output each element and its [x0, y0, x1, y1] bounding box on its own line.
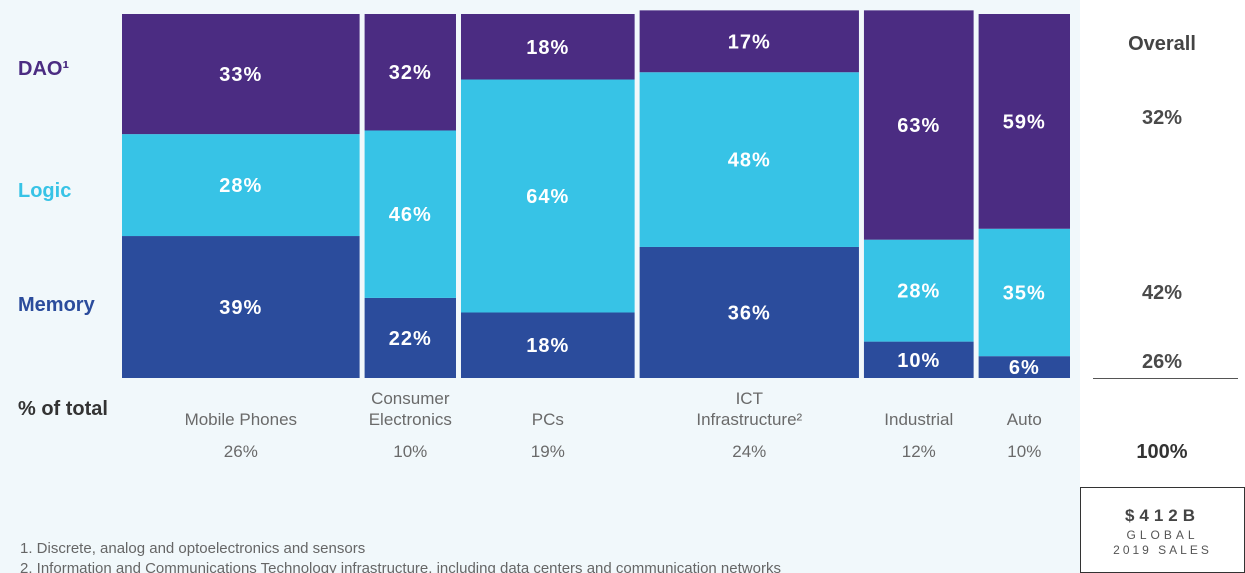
- value-label: 36%: [728, 302, 771, 324]
- category-label: PCs: [531, 410, 564, 429]
- value-label: 59%: [1003, 111, 1046, 133]
- value-label: 6%: [1009, 357, 1040, 379]
- category-label: Auto: [1006, 410, 1042, 429]
- segment: [122, 236, 360, 378]
- sales-amount: $412B: [1124, 506, 1201, 525]
- segment: [364, 14, 456, 131]
- share-label: 26%: [223, 442, 258, 461]
- segment: [639, 72, 859, 247]
- segment: [978, 14, 1070, 229]
- segment: [863, 239, 974, 342]
- segment: [639, 246, 859, 378]
- overall-title: Overall: [1128, 33, 1196, 55]
- segment: [863, 341, 974, 378]
- legend-label: Logic: [18, 180, 72, 202]
- overall-value: 42%: [1141, 282, 1183, 304]
- legend-label: DAO¹: [18, 58, 70, 80]
- value-label: 22%: [389, 328, 432, 350]
- value-label: 33%: [219, 64, 262, 86]
- segment: [364, 130, 456, 298]
- share-label: 24%: [732, 442, 767, 461]
- segment: [460, 14, 635, 80]
- segment: [460, 79, 635, 313]
- segment: [978, 228, 1070, 357]
- segment: [122, 134, 360, 237]
- sales-line: GLOBAL: [1126, 528, 1199, 542]
- share-label: 10%: [393, 442, 428, 461]
- segment: [863, 10, 974, 240]
- value-label: 17%: [728, 31, 771, 53]
- value-label: 10%: [897, 350, 940, 372]
- share-label: 10%: [1007, 442, 1042, 461]
- overall-value: 32%: [1141, 107, 1183, 129]
- category-label: ICT Infrastructure²: [696, 389, 803, 429]
- value-label: 18%: [526, 335, 569, 357]
- value-label: 28%: [897, 281, 940, 303]
- sales-line: 2019 SALES: [1113, 543, 1212, 557]
- overall-total: 100%: [1136, 441, 1188, 463]
- divider: [1093, 378, 1238, 379]
- overall-value: 26%: [1141, 351, 1183, 373]
- value-label: 39%: [219, 297, 262, 319]
- segment: [364, 297, 456, 378]
- legend-label: Memory: [18, 294, 95, 316]
- footnote: 1. Discrete, analog and optoelectronics …: [20, 540, 366, 557]
- category-label: Consumer Electronics: [368, 389, 452, 429]
- value-label: 28%: [219, 175, 262, 197]
- share-label: 19%: [530, 442, 565, 461]
- value-label: 35%: [1003, 282, 1046, 304]
- footnote: 2. Information and Communications Techno…: [20, 560, 781, 573]
- value-label: 63%: [897, 115, 940, 137]
- value-label: 64%: [526, 186, 569, 208]
- category-label: Industrial: [884, 410, 954, 429]
- segment: [639, 10, 859, 73]
- sales-box: $412B GLOBAL 2019 SALES: [1080, 487, 1245, 573]
- segment: [122, 14, 360, 135]
- value-label: 46%: [389, 204, 432, 226]
- segment: [978, 356, 1070, 378]
- share-label: 12%: [901, 442, 936, 461]
- value-label: 32%: [389, 62, 432, 84]
- value-label: 48%: [728, 150, 771, 172]
- share-title: % of total: [18, 398, 108, 420]
- segment: [460, 312, 635, 378]
- category-label: Mobile Phones: [184, 410, 298, 429]
- value-label: 18%: [526, 37, 569, 59]
